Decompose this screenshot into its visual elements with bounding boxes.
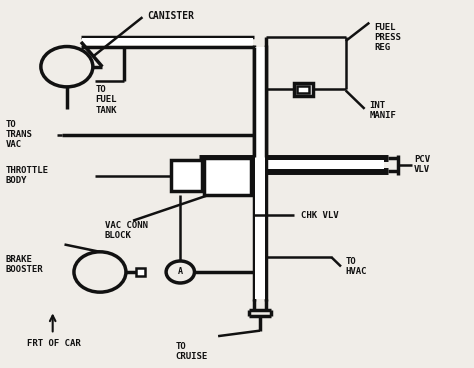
Bar [171, 160, 201, 191]
Bar [204, 158, 251, 195]
Text: TO
FUEL
TANK: TO FUEL TANK [95, 85, 117, 115]
Text: CANISTER: CANISTER [147, 11, 194, 21]
Text: TO
CRUISE: TO CRUISE [175, 342, 208, 361]
Bar [294, 83, 313, 96]
Text: FUEL
PRESS
REG: FUEL PRESS REG [374, 23, 401, 53]
Bar [204, 160, 383, 169]
Text: CHK VLV: CHK VLV [301, 210, 338, 220]
Text: FRT OF CAR: FRT OF CAR [27, 339, 81, 348]
Text: TO
HVAC: TO HVAC [346, 257, 367, 276]
Text: VAC CONN
BLOCK: VAC CONN BLOCK [105, 221, 148, 240]
Bar [255, 46, 265, 300]
Text: BRAKE
BOOSTER: BRAKE BOOSTER [5, 255, 43, 275]
Bar [137, 268, 145, 276]
Text: A: A [178, 268, 183, 276]
Text: THROTTLE
BODY: THROTTLE BODY [5, 166, 48, 185]
Text: INT
MANIF: INT MANIF [369, 101, 396, 120]
Bar [82, 38, 253, 45]
Text: PCV
VLV: PCV VLV [414, 155, 430, 174]
Text: TO
TRANS
VAC: TO TRANS VAC [5, 120, 32, 149]
Bar [298, 86, 309, 93]
